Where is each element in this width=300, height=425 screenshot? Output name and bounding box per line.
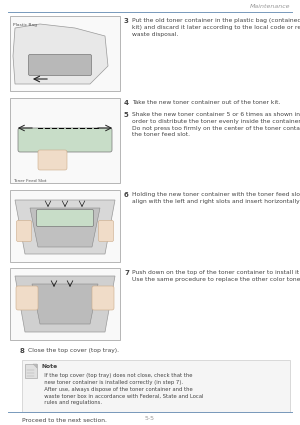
Text: Holding the new toner container with the toner feed slot facing down,
align with: Holding the new toner container with the… [132,192,300,204]
Polygon shape [33,364,37,368]
Text: Close the top cover (top tray).: Close the top cover (top tray). [28,348,119,353]
Text: Plastic Bag: Plastic Bag [13,23,37,27]
FancyBboxPatch shape [16,286,38,310]
Text: 6: 6 [124,192,129,198]
Text: Proceed to the next section.: Proceed to the next section. [22,418,107,423]
Text: Take the new toner container out of the toner kit.: Take the new toner container out of the … [132,100,280,105]
Text: Shake the new toner container 5 or 6 times as shown in the figure in
order to di: Shake the new toner container 5 or 6 tim… [132,112,300,137]
Bar [25,364,37,378]
Text: Push down on the top of the toner container to install it firmly in place.
Use t: Push down on the top of the toner contai… [132,270,300,282]
Text: Toner Feed Slot: Toner Feed Slot [13,179,46,183]
Text: Put the old toner container in the plastic bag (contained in the toner
kit) and : Put the old toner container in the plast… [132,18,300,37]
FancyBboxPatch shape [37,210,94,227]
Bar [22,360,290,412]
Bar [10,268,120,340]
Polygon shape [30,208,100,247]
Bar [10,190,120,262]
Text: 8: 8 [20,348,25,354]
FancyBboxPatch shape [18,128,112,152]
FancyBboxPatch shape [28,54,92,76]
Polygon shape [15,200,115,254]
Text: Maintenance: Maintenance [250,3,290,8]
Polygon shape [15,276,115,332]
Text: 5: 5 [124,112,129,118]
Text: 7: 7 [124,270,129,276]
FancyBboxPatch shape [92,286,114,310]
Text: Note: Note [41,364,57,369]
Text: If the top cover (top tray) does not close, check that the
  new toner container: If the top cover (top tray) does not clo… [41,373,203,405]
FancyBboxPatch shape [38,150,67,170]
Polygon shape [13,24,108,84]
Text: 5-5: 5-5 [145,416,155,422]
FancyBboxPatch shape [16,221,32,241]
Text: 3: 3 [124,18,129,24]
Text: 4: 4 [124,100,129,106]
Bar [10,16,120,91]
FancyBboxPatch shape [98,221,113,241]
Polygon shape [32,284,98,324]
Bar [10,98,120,183]
